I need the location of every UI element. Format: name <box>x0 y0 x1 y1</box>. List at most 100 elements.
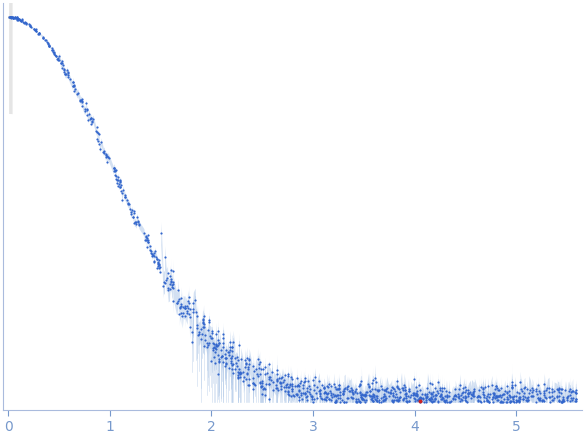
Point <box>480 394 489 401</box>
Point <box>208 334 217 341</box>
Point <box>355 381 364 388</box>
Point <box>503 395 512 402</box>
Point <box>63 69 73 76</box>
Point <box>428 388 438 395</box>
Point <box>39 35 48 42</box>
Point <box>445 398 455 405</box>
Point <box>503 395 512 402</box>
Point <box>347 386 357 393</box>
Point <box>91 127 101 134</box>
Point <box>252 371 261 378</box>
Point <box>457 396 466 403</box>
Point <box>57 60 67 67</box>
Point <box>342 384 351 391</box>
Point <box>380 392 389 399</box>
Point <box>500 391 509 398</box>
Point <box>233 353 242 360</box>
Point <box>5 14 14 21</box>
Point <box>572 398 581 405</box>
Point <box>12 14 22 21</box>
Point <box>288 392 298 399</box>
Point <box>361 391 370 398</box>
Point <box>271 385 281 392</box>
Point <box>148 251 157 258</box>
Point <box>344 382 353 389</box>
Point <box>369 394 378 401</box>
Point <box>5 13 14 20</box>
Point <box>567 397 577 404</box>
Point <box>498 391 507 398</box>
Point <box>287 386 297 393</box>
Point <box>547 392 556 399</box>
Point <box>518 395 527 402</box>
Point <box>143 235 152 242</box>
Point <box>204 318 214 325</box>
Point <box>364 392 373 399</box>
Point <box>484 399 493 406</box>
Point <box>198 323 208 330</box>
Point <box>82 107 92 114</box>
Point <box>363 388 372 395</box>
Point <box>16 16 25 23</box>
Point <box>165 286 174 293</box>
Point <box>15 15 24 22</box>
Point <box>5 14 14 21</box>
Point <box>218 330 228 337</box>
Point <box>94 130 104 137</box>
Point <box>371 379 380 386</box>
Point <box>56 59 66 66</box>
Point <box>335 385 344 392</box>
Point <box>357 390 366 397</box>
Point <box>153 262 163 269</box>
Point <box>484 399 494 406</box>
Point <box>545 394 554 401</box>
Point <box>463 390 473 397</box>
Point <box>265 373 274 380</box>
Point <box>387 397 397 404</box>
Point <box>126 208 135 215</box>
Point <box>44 43 54 50</box>
Point <box>393 383 402 390</box>
Point <box>133 219 143 226</box>
Point <box>358 392 367 399</box>
Point <box>522 386 531 393</box>
Point <box>264 361 274 368</box>
Point <box>404 397 413 404</box>
Point <box>365 388 374 395</box>
Point <box>395 393 405 400</box>
Point <box>248 379 257 386</box>
Point <box>405 394 415 401</box>
Point <box>387 384 397 391</box>
Point <box>433 378 442 385</box>
Point <box>259 385 269 392</box>
Point <box>473 394 482 401</box>
Point <box>80 108 90 114</box>
Point <box>356 392 366 399</box>
Point <box>325 395 334 402</box>
Point <box>187 328 197 335</box>
Point <box>425 396 434 403</box>
Point <box>493 385 502 392</box>
Point <box>415 394 424 401</box>
Point <box>122 197 131 204</box>
Point <box>188 308 197 315</box>
Point <box>342 395 351 402</box>
Point <box>4 14 13 21</box>
Point <box>278 373 287 380</box>
Point <box>518 393 528 400</box>
Point <box>557 399 566 406</box>
Point <box>85 115 95 122</box>
Point <box>4 14 13 21</box>
Point <box>275 375 284 382</box>
Point <box>233 373 243 380</box>
Point <box>7 14 16 21</box>
Point <box>515 393 525 400</box>
Point <box>509 394 518 401</box>
Point <box>419 398 429 405</box>
Point <box>116 181 126 188</box>
Point <box>326 382 336 389</box>
Point <box>524 397 533 404</box>
Point <box>208 329 217 336</box>
Point <box>357 396 367 403</box>
Point <box>6 14 15 21</box>
